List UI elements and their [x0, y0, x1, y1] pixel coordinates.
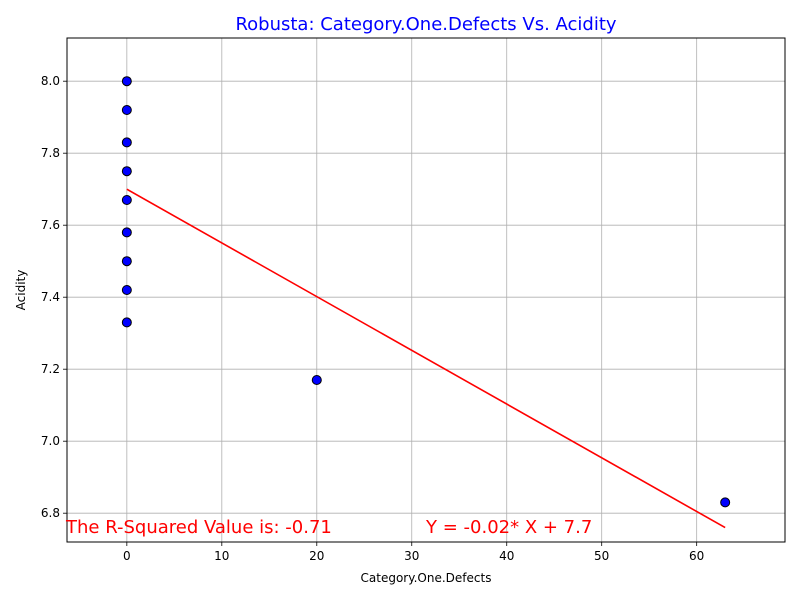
x-tick-label: 0: [123, 549, 131, 563]
r-squared-annotation: The R-Squared Value is: -0.71: [65, 517, 332, 538]
x-tick-label: 30: [404, 549, 419, 563]
grid-lines: [67, 38, 785, 542]
data-point: [121, 76, 132, 87]
data-point: [121, 285, 132, 295]
data-point: [121, 137, 132, 148]
data-point: [121, 227, 132, 238]
plot-area-frame: [66, 37, 786, 543]
y-tick-label: 7.6: [41, 218, 60, 232]
data-point: [121, 195, 132, 205]
data-point: [121, 317, 132, 328]
x-axis-ticks: 0 10 20 30 40 50 60: [123, 542, 704, 563]
y-tick-label: 7.2: [41, 362, 60, 376]
regression-equation-annotation: Y = -0.02* X + 7.7: [425, 517, 592, 538]
data-points: [121, 76, 731, 508]
data-point: [311, 375, 322, 385]
regression-line-group: [126, 188, 726, 529]
data-point: [121, 105, 132, 115]
x-tick-label: 20: [309, 549, 324, 563]
x-tick-label: 50: [594, 549, 609, 563]
x-tick-label: 40: [499, 549, 514, 563]
y-tick-label: 7.8: [41, 146, 60, 160]
data-point: [121, 256, 132, 267]
regression-line: [126, 188, 726, 529]
y-axis-label: Acidity: [14, 270, 28, 311]
y-tick-label: 7.0: [41, 434, 60, 448]
y-tick-label: 8.0: [41, 74, 60, 88]
y-tick-label: 6.8: [41, 506, 60, 520]
x-axis-label: Category.One.Defects: [361, 571, 492, 585]
y-tick-label: 7.4: [41, 290, 60, 304]
data-point: [121, 166, 132, 177]
x-tick-label: 60: [689, 549, 704, 563]
y-axis-ticks: 6.8 7.0 7.2 7.4 7.6 7.8 8.0: [41, 74, 67, 520]
x-tick-label: 10: [214, 549, 229, 563]
data-point: [720, 497, 731, 508]
chart-title: Robusta: Category.One.Defects Vs. Acidit…: [235, 14, 616, 35]
